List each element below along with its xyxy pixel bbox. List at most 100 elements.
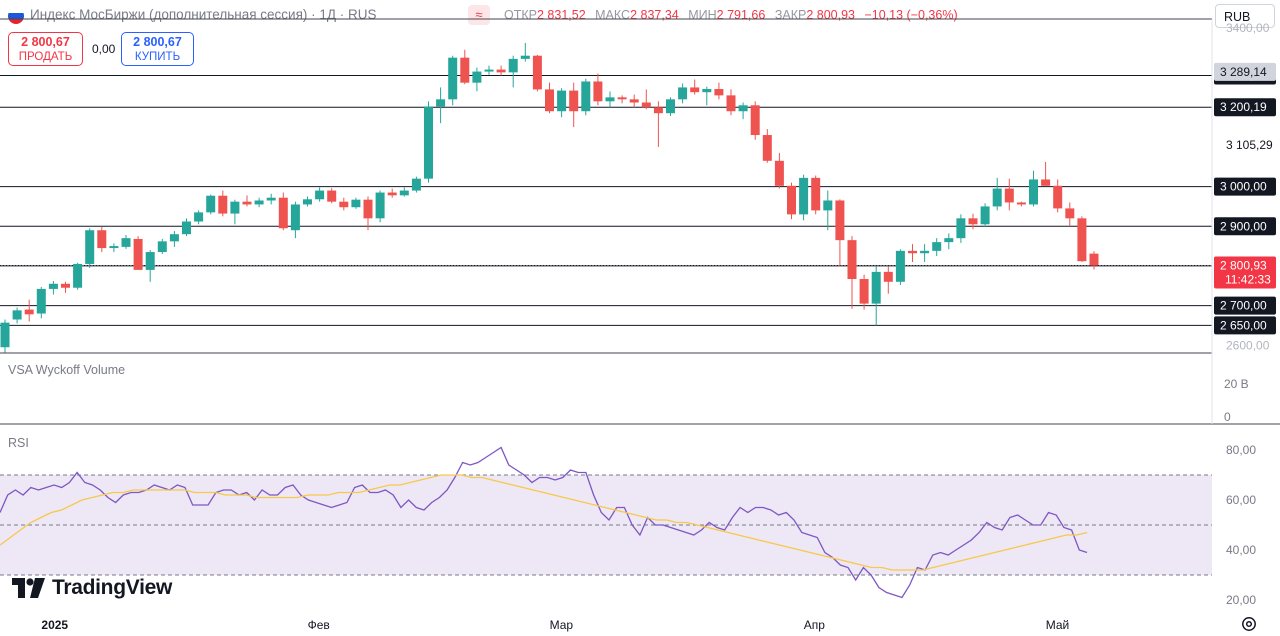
candle-body[interactable] — [206, 195, 216, 213]
candle-body[interactable] — [97, 230, 107, 249]
candle-body[interactable] — [944, 238, 954, 243]
candle-body[interactable] — [363, 199, 373, 219]
candle-body[interactable] — [690, 87, 700, 93]
candle-body[interactable] — [36, 288, 46, 314]
indicator-wave-icon[interactable]: ≈ — [468, 5, 490, 25]
candle-body[interactable] — [968, 218, 978, 225]
candle-body[interactable] — [375, 192, 385, 219]
candle-body[interactable] — [666, 99, 675, 114]
candle-body[interactable] — [424, 106, 433, 179]
candle-body[interactable] — [920, 250, 930, 254]
candle-body[interactable] — [811, 177, 821, 211]
candle-body[interactable] — [787, 185, 796, 215]
candle-body[interactable] — [278, 197, 288, 229]
candle-body[interactable] — [472, 71, 482, 83]
candle-body[interactable] — [835, 200, 845, 241]
candle-body[interactable] — [532, 55, 542, 90]
candle-body[interactable] — [448, 57, 458, 100]
candle-body[interactable] — [908, 250, 917, 254]
candle-body[interactable] — [605, 97, 615, 102]
candle-body[interactable] — [617, 97, 627, 100]
candle-body[interactable] — [508, 58, 518, 73]
candle-body[interactable] — [545, 89, 554, 112]
candle-body[interactable] — [133, 238, 143, 270]
candle-body[interactable] — [629, 99, 639, 103]
candle-body[interactable] — [12, 310, 22, 320]
candle-body[interactable] — [738, 105, 748, 112]
candle-body[interactable] — [1004, 188, 1014, 203]
candle-body[interactable] — [109, 246, 119, 249]
candle-body[interactable] — [1089, 253, 1099, 266]
candle-body[interactable] — [581, 81, 591, 112]
candle-body[interactable] — [1029, 179, 1038, 205]
candle-body[interactable] — [859, 279, 869, 304]
candle-body[interactable] — [1041, 179, 1051, 186]
rsi-pane-label[interactable]: RSI — [8, 436, 29, 450]
volume-pane-label[interactable]: VSA Wyckoff Volume — [8, 363, 126, 377]
candle-body[interactable] — [932, 242, 942, 251]
candle-body[interactable] — [653, 107, 663, 114]
candle-body[interactable] — [290, 204, 300, 231]
candle-body[interactable] — [327, 190, 337, 202]
tradingview-logo[interactable]: TradingView — [12, 576, 172, 600]
candle-body[interactable] — [726, 95, 736, 112]
candle-body[interactable] — [774, 160, 784, 186]
candle-body[interactable] — [266, 197, 276, 201]
candle-body[interactable] — [254, 200, 264, 205]
symbol-title[interactable]: Индекс МосБиржи (дополнительная сессия) … — [30, 7, 377, 22]
candle-body[interactable] — [145, 252, 155, 270]
candle-body[interactable] — [750, 105, 760, 136]
candle-body[interactable] — [992, 188, 1002, 207]
candle-body[interactable] — [883, 271, 893, 282]
candle-body[interactable] — [980, 206, 990, 225]
candle-body[interactable] — [641, 102, 651, 108]
candle-body[interactable] — [460, 57, 470, 83]
candle-body[interactable] — [303, 199, 312, 205]
candle-body[interactable] — [956, 218, 966, 239]
buy-button[interactable]: 2 800,67 КУПИТЬ — [121, 32, 194, 66]
candle-body[interactable] — [169, 234, 179, 242]
candle-body[interactable] — [436, 99, 446, 107]
candle-body[interactable] — [351, 199, 361, 208]
candle-body[interactable] — [895, 250, 905, 282]
settings-gear-icon[interactable] — [1240, 615, 1258, 633]
candle-body[interactable] — [1065, 208, 1075, 219]
candle-body[interactable] — [569, 90, 579, 112]
candle-body[interactable] — [73, 263, 83, 288]
currency-selector[interactable]: RUB — [1215, 4, 1275, 28]
candle-body[interactable] — [823, 200, 833, 211]
candle-body[interactable] — [484, 69, 494, 72]
candle-body[interactable] — [678, 87, 688, 100]
candle-body[interactable] — [496, 69, 506, 73]
candle-body[interactable] — [399, 190, 409, 196]
candle-body[interactable] — [1053, 185, 1063, 209]
candle-body[interactable] — [121, 238, 131, 247]
candle-body[interactable] — [762, 135, 772, 161]
candle-body[interactable] — [85, 230, 95, 264]
candle-body[interactable] — [871, 271, 881, 304]
candle-body[interactable] — [714, 89, 724, 96]
candle-body[interactable] — [230, 201, 240, 214]
candle-body[interactable] — [520, 55, 530, 59]
candle-body[interactable] — [847, 240, 857, 280]
candle-body[interactable] — [557, 90, 567, 112]
candle-body[interactable] — [218, 195, 228, 214]
candle-body[interactable] — [702, 89, 712, 93]
candle-body[interactable] — [194, 212, 204, 222]
candle-body[interactable] — [48, 283, 58, 289]
candle-body[interactable] — [411, 178, 421, 191]
candle-body[interactable] — [0, 322, 10, 348]
sell-button[interactable]: 2 800,67 ПРОДАТЬ — [8, 32, 83, 66]
candle-body[interactable] — [182, 221, 191, 235]
candle-body[interactable] — [157, 241, 167, 253]
candle-body[interactable] — [1077, 218, 1087, 262]
candle-body[interactable] — [315, 190, 325, 200]
candle-body[interactable] — [339, 201, 349, 208]
candle-body[interactable] — [1016, 202, 1026, 205]
candle-body[interactable] — [387, 192, 397, 196]
candle-body[interactable] — [242, 201, 252, 205]
candle-body[interactable] — [593, 81, 603, 102]
candle-body[interactable] — [799, 177, 809, 215]
candle-body[interactable] — [61, 283, 70, 288]
